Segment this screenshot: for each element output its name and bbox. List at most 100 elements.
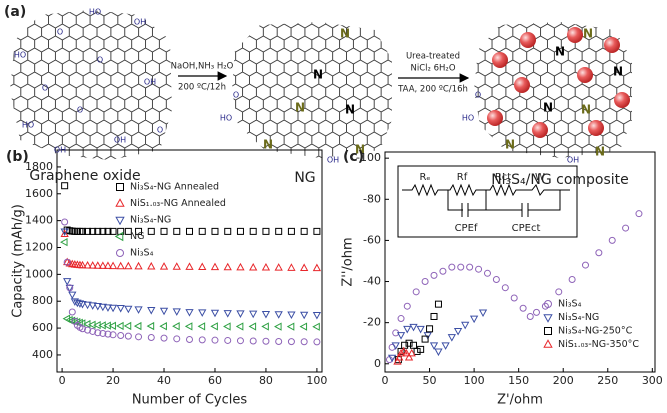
marker <box>84 227 92 235</box>
x-tick-label: 100 <box>464 374 485 387</box>
marker <box>61 218 69 226</box>
x-tick-label: 250 <box>597 374 618 387</box>
marker <box>66 284 74 292</box>
marker <box>116 261 125 270</box>
marker <box>99 227 107 235</box>
atom-label: N <box>543 101 553 115</box>
panel-label: (b) <box>6 149 29 165</box>
marker <box>568 275 576 283</box>
marker <box>159 262 169 270</box>
marker <box>103 304 113 312</box>
marker <box>541 302 549 310</box>
marker <box>429 342 439 350</box>
atom-label: HO <box>22 121 34 130</box>
marker <box>211 227 219 235</box>
arrow-text: Urea-treated <box>406 52 460 62</box>
marker <box>403 302 411 310</box>
marker <box>147 333 155 341</box>
y-tick-label: 600 <box>32 321 53 334</box>
marker <box>434 348 443 357</box>
marker <box>312 322 320 331</box>
marker <box>116 321 124 331</box>
marker <box>124 332 132 340</box>
marker <box>286 322 295 331</box>
arrow-text: 200 ºC/12h <box>178 83 226 93</box>
x-tick-label: 300 <box>642 374 663 387</box>
lattice <box>10 10 172 160</box>
marker <box>261 310 271 319</box>
marker <box>405 339 413 347</box>
atom-label: O <box>97 56 103 65</box>
marker <box>387 354 397 363</box>
circuit <box>397 165 578 238</box>
y-tick-label: 0 <box>374 357 381 370</box>
y-tick-label: 1600 <box>25 187 53 200</box>
atom-label: N <box>555 45 565 59</box>
marker <box>423 332 432 340</box>
structure-name: Graphene oxide <box>29 168 140 184</box>
circuit-label: CPEf <box>455 223 478 234</box>
x-tick-label: 200 <box>553 374 574 387</box>
marker <box>595 249 603 257</box>
marker <box>249 263 258 271</box>
marker <box>83 260 92 269</box>
y-tick-label: -80 <box>363 192 381 205</box>
marker <box>93 261 102 269</box>
atom-label: O <box>475 91 481 100</box>
legend-label: Ni₃S₄ <box>558 299 582 310</box>
marker <box>117 331 125 339</box>
marker <box>236 337 244 345</box>
x-axis-label: Number of Cycles <box>132 393 248 408</box>
marker <box>457 263 465 271</box>
marker <box>396 348 406 357</box>
legend-label: Ni₃S₄-NG <box>130 215 171 226</box>
marker <box>78 325 86 333</box>
marker <box>402 348 411 357</box>
marker <box>75 300 85 308</box>
marker <box>409 323 418 332</box>
marker <box>104 227 112 235</box>
lattice <box>232 22 392 158</box>
x-axis-label: Z'/ohm <box>497 393 543 408</box>
legend-marker <box>115 216 125 226</box>
marker <box>172 262 181 270</box>
marker <box>94 329 102 337</box>
marker <box>103 261 113 269</box>
atom-label: HO <box>14 51 26 60</box>
plot-frame <box>384 151 656 373</box>
x-tick-label: 60 <box>208 374 222 387</box>
legend-marker <box>116 183 124 191</box>
marker <box>313 338 321 346</box>
legend-marker <box>116 249 124 257</box>
y-tick-label: 1000 <box>25 267 53 280</box>
atom-label: HO <box>462 114 474 123</box>
sphere <box>567 27 583 43</box>
legend-label: NiS₁.₀₃-NG-350°C <box>558 339 639 350</box>
y-tick-label: 800 <box>32 294 53 307</box>
marker <box>236 310 245 318</box>
marker <box>146 321 155 331</box>
sphere <box>532 122 548 138</box>
atom-label: OH <box>567 156 579 165</box>
marker <box>510 294 518 302</box>
x-tick-label: 80 <box>259 374 273 387</box>
x-tick-label: 40 <box>157 374 171 387</box>
legend-label: Ni₃S₄ <box>130 248 154 259</box>
marker <box>412 288 420 296</box>
sphere <box>588 120 604 136</box>
atom-label: N <box>613 65 623 79</box>
marker <box>198 309 207 317</box>
marker <box>274 263 283 271</box>
marker <box>478 309 488 318</box>
marker <box>198 262 207 271</box>
marker <box>312 312 322 320</box>
atom-label: N <box>340 27 350 41</box>
atom-label: O <box>42 84 48 93</box>
marker <box>123 321 132 331</box>
legend-label: NG <box>130 231 144 242</box>
marker <box>417 345 425 353</box>
legend-label: Ni₃S₄-NG-250°C <box>558 326 633 337</box>
marker <box>401 341 409 349</box>
marker <box>93 303 102 311</box>
